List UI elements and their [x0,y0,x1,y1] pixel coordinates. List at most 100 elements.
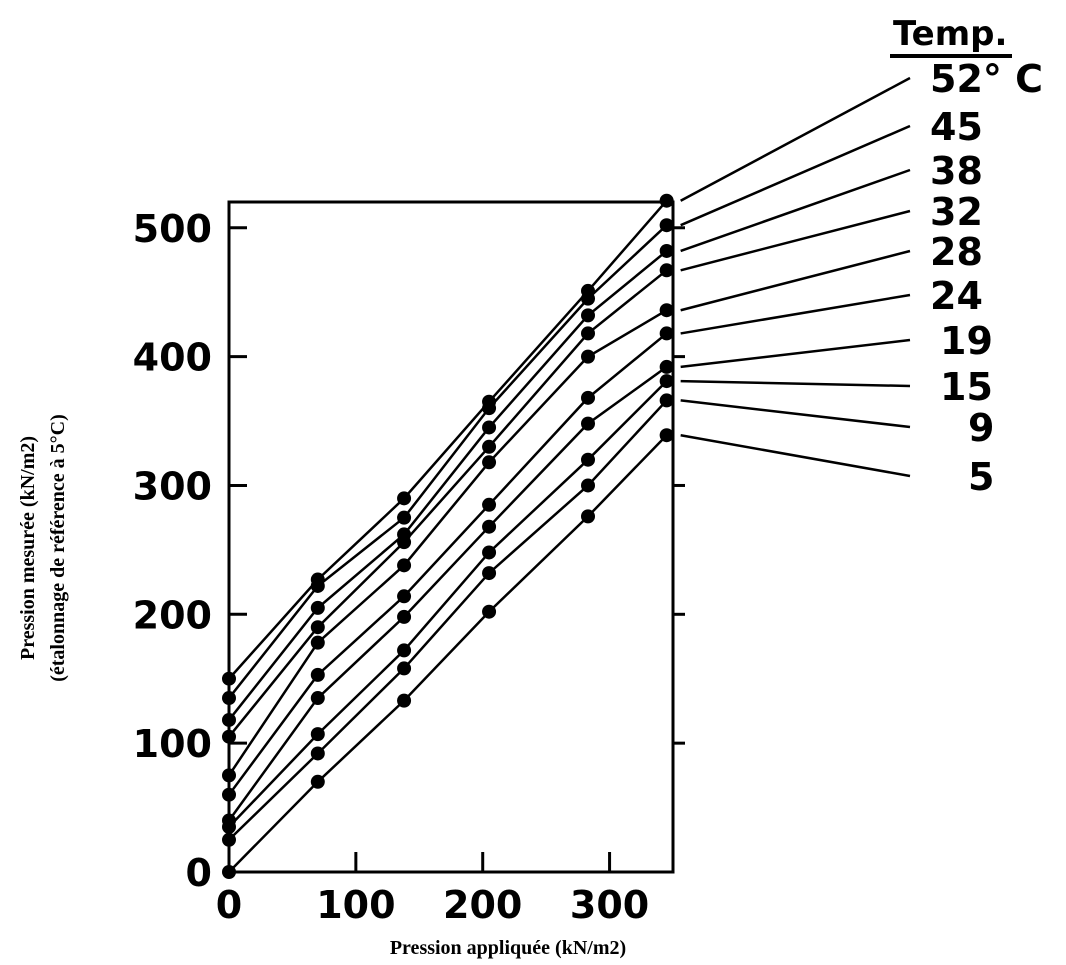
legend-label: 32 [930,190,983,234]
data-point [581,390,596,405]
data-point [397,510,412,525]
data-point [659,263,674,278]
data-point [397,609,412,624]
data-point [482,455,497,470]
legend-label: 9 [968,406,994,450]
y-tick-label: 100 [133,722,212,766]
axis-ticks: 0 100 200 300 0 100 200 300 400 500 [133,207,685,927]
series-line-1 [228,224,668,699]
data-point [310,620,325,635]
data-point [482,420,497,435]
data-point [310,774,325,789]
legend-leader-line [680,433,911,478]
data-point [482,604,497,619]
legend-leader-line [680,293,911,335]
data-point [659,359,674,374]
data-point [310,667,325,682]
series-line-9 [228,434,668,873]
data-point [482,497,497,512]
data-point [397,535,412,550]
data-points [222,193,674,879]
legend-label: 15 [940,365,993,409]
legend-leader-line [680,338,911,369]
y-axis-title-line-2: (étalonnage de référence à 5°C) [47,414,69,682]
data-point [659,326,674,341]
series-line-7 [228,380,668,828]
data-point [581,452,596,467]
data-point [581,478,596,493]
x-axis-title: Pression appliquée (kN/m2) [390,937,626,959]
data-point [397,558,412,573]
y-tick-label: 300 [133,464,212,508]
data-point [397,661,412,676]
data-point [310,746,325,761]
data-point [482,545,497,560]
y-tick-label: 400 [133,336,212,380]
data-point [659,428,674,443]
y-axis-title: Pression mesurée (kN/m2) (étalonnage de … [17,414,69,682]
data-point [222,712,236,727]
data-point [222,832,236,847]
data-point [659,374,674,389]
data-point [581,416,596,431]
series-lines [227,199,668,873]
plot-area-border [227,200,675,874]
legend-label: 38 [930,149,983,193]
x-tick-label: 300 [570,883,649,927]
legend-leader-line [680,168,911,253]
data-point [482,566,497,581]
data-point [310,600,325,615]
data-point [397,589,412,604]
series-line-5 [227,332,668,796]
y-axis-title-line-1: Pression mesurée (kN/m2) [17,436,39,660]
series-line-8 [228,399,668,841]
data-point [222,865,236,879]
y-tick-label: 0 [186,851,212,895]
data-point [581,509,596,524]
series-line-6 [227,365,668,822]
legend-label: 5 [968,455,994,499]
legend-leader-line [680,249,911,312]
data-point [397,643,412,658]
data-point [222,691,236,706]
data-point [659,193,674,208]
data-point [310,578,325,593]
data-point [659,393,674,408]
y-tick-label: 200 [133,593,212,637]
legend-label: 45 [930,105,983,149]
plot-frame [227,200,675,874]
legend-leader-line [680,379,911,388]
data-point [222,787,236,802]
data-point [482,519,497,534]
legend-label: 28 [930,230,983,274]
data-point [397,491,412,506]
legend-leader-line [680,399,911,429]
legend-leader-line [680,76,911,202]
data-point [222,768,236,783]
legend-label: 19 [940,319,993,363]
data-point [310,691,325,706]
data-point [581,349,596,364]
x-tick-label: 0 [216,883,242,927]
data-point [310,635,325,650]
x-tick-label: 200 [443,883,522,927]
data-point [581,291,596,306]
data-point [659,218,674,233]
data-point [581,326,596,341]
series-line-4 [227,309,668,777]
data-point [482,401,497,416]
legend-title: Temp. [893,14,1007,54]
data-point [581,308,596,323]
data-point [482,439,497,454]
series-line-3 [228,269,668,738]
x-tick-label: 100 [316,883,395,927]
legend-leader-line [680,124,911,227]
legend-label: 24 [930,274,983,318]
data-point [222,729,236,744]
data-point [222,819,236,834]
series-line-0 [228,199,668,680]
series-line-2 [228,249,668,721]
data-point [222,671,236,686]
